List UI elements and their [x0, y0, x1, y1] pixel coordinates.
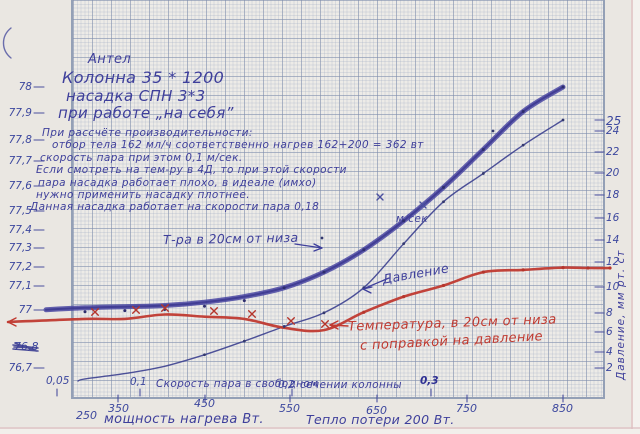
label-temp-curve: Т-ра в 20см от низа	[162, 229, 299, 248]
right-axis-tick: 24	[606, 125, 620, 137]
right-axis-tick: 16	[606, 212, 620, 224]
left-axis-tick: 77,1	[8, 280, 32, 292]
left-axis-tick: 77,8	[8, 134, 32, 146]
power-axis-tick: 850	[552, 402, 573, 415]
speed-axis-tick: 0,2	[278, 379, 295, 391]
speed-axis-label-right: сечении колонны	[300, 379, 402, 391]
power-axis-tick: 350	[108, 402, 129, 415]
power-axis-tick: 650	[366, 404, 387, 417]
left-axis-tick: 77,5	[8, 205, 32, 217]
left-axis-tick: 77,4	[8, 224, 32, 236]
note-line: При рассчёте производительности:	[42, 127, 253, 139]
scan-margin-right	[633, 0, 640, 434]
power-axis-tick: 550	[279, 402, 300, 415]
title-mode: при работе „на себя”	[58, 104, 234, 122]
note-line: Если смотреть на тем-ру в 4Д, то при это…	[36, 164, 347, 176]
power-axis-tick: 250	[76, 409, 97, 422]
left-axis-tick: 77,6	[8, 180, 32, 192]
note-author: Антел	[88, 52, 132, 67]
note-line: нужно применить насадку плотнее.	[36, 189, 250, 201]
title-packing: насадка СПН 3*3	[66, 87, 206, 105]
right-axis-tick: 14	[606, 234, 620, 246]
speed-axis-label-left: Скорость пара в свободном	[156, 378, 319, 390]
speed-axis-tick: 0,1	[130, 376, 147, 388]
left-axis-tick: 77,9	[8, 107, 32, 119]
power-axis-label: мощность нагрева Вт.	[104, 412, 264, 427]
power-axis-tick: 450	[194, 397, 215, 410]
note-line: отбор тела 162 мл/ч соответственно нагре…	[52, 139, 424, 151]
note-line: м/сек	[396, 213, 429, 225]
crossed-out-tick: 76,8	[14, 340, 39, 353]
right-axis-tick: 6	[606, 326, 613, 338]
right-axis-tick: 4	[606, 346, 613, 358]
speed-axis-tick: 0,3	[420, 375, 439, 387]
speed-axis-tick: 0,05	[46, 375, 70, 387]
title-column: Колонна 35 * 1200	[62, 68, 225, 87]
right-axis-tick: 18	[606, 189, 620, 201]
ink-stroke	[2, 27, 12, 59]
left-axis-tick: 78	[18, 81, 32, 93]
left-axis-tick: 77,7	[8, 155, 32, 167]
scan-edge-horizontal	[0, 427, 640, 429]
left-axis-tick: 77,2	[8, 261, 32, 273]
left-axis-tick: 77,3	[8, 242, 32, 254]
left-axis-tick: 77	[18, 304, 32, 316]
heat-loss-note: Тепло потери 200 Вт.	[306, 412, 455, 427]
right-axis-tick: 22	[606, 146, 620, 158]
note-line: Данная насадка работает на скорости пара…	[30, 201, 320, 213]
power-axis-tick: 750	[456, 402, 477, 415]
right-axis-tick: 25	[606, 114, 622, 128]
right-axis-tick: 2	[606, 362, 613, 374]
right-axis-tick: 8	[606, 307, 613, 319]
right-axis-tick: 20	[606, 167, 620, 179]
scan-margin-bottom	[0, 429, 640, 434]
scan-edge-vertical	[631, 0, 633, 434]
ink-stroke	[7, 317, 17, 327]
right-axis-tick: 12	[606, 256, 620, 268]
left-axis-tick: 76,7	[8, 362, 32, 374]
note-line: скорость пара при этом 0,1 м/сек.	[40, 152, 243, 164]
right-axis-title: Давление, мм рт. ст	[615, 249, 627, 380]
note-line: пара насадка работает плохо, в идеале (и…	[38, 177, 317, 189]
